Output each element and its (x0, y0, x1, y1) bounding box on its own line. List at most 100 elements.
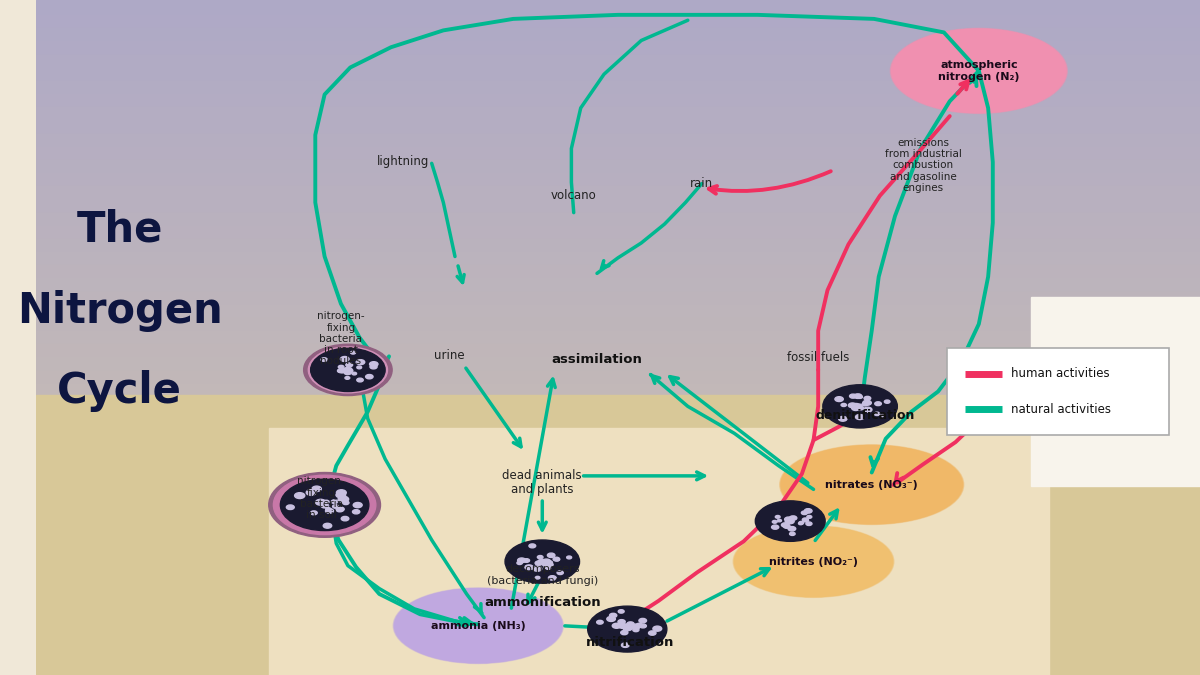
Circle shape (337, 369, 342, 373)
Circle shape (554, 558, 559, 561)
Circle shape (790, 516, 797, 520)
Ellipse shape (942, 31, 1016, 65)
Polygon shape (36, 0, 1200, 14)
Circle shape (336, 508, 343, 512)
Circle shape (620, 630, 628, 634)
Circle shape (274, 475, 376, 535)
Circle shape (788, 526, 796, 531)
Circle shape (863, 400, 871, 405)
Ellipse shape (395, 589, 562, 663)
Ellipse shape (746, 533, 826, 562)
Circle shape (323, 523, 331, 529)
Circle shape (281, 479, 368, 531)
Circle shape (295, 493, 305, 499)
Circle shape (354, 370, 360, 374)
Circle shape (755, 501, 826, 541)
Circle shape (803, 518, 809, 522)
Ellipse shape (802, 533, 881, 562)
Circle shape (356, 495, 365, 500)
Ellipse shape (734, 526, 893, 597)
Polygon shape (36, 369, 1200, 382)
Circle shape (610, 614, 617, 618)
Text: natural activities: natural activities (1012, 403, 1111, 416)
Circle shape (806, 522, 812, 525)
Circle shape (546, 566, 551, 570)
Circle shape (314, 491, 323, 495)
Circle shape (790, 532, 796, 535)
Circle shape (553, 558, 559, 561)
Polygon shape (36, 197, 1200, 211)
Circle shape (336, 373, 343, 377)
Circle shape (340, 493, 348, 497)
Ellipse shape (443, 591, 514, 620)
Circle shape (338, 485, 347, 489)
Circle shape (325, 493, 334, 498)
Text: rain: rain (690, 177, 713, 190)
Circle shape (535, 561, 542, 565)
Circle shape (548, 576, 556, 580)
Circle shape (802, 511, 808, 514)
Ellipse shape (781, 446, 962, 524)
Circle shape (626, 622, 634, 626)
Circle shape (356, 378, 364, 382)
Text: Nitrogen: Nitrogen (17, 290, 223, 331)
Polygon shape (36, 277, 1200, 290)
Polygon shape (36, 184, 1200, 197)
Circle shape (852, 406, 860, 410)
Circle shape (881, 414, 886, 417)
Text: nitrates (NO₃⁻): nitrates (NO₃⁻) (826, 480, 918, 489)
Text: ammonification: ammonification (484, 595, 601, 609)
Circle shape (542, 562, 551, 566)
Circle shape (324, 500, 329, 504)
Circle shape (352, 372, 356, 375)
Text: atmospheric
nitrogen (N₂): atmospheric nitrogen (N₂) (938, 60, 1020, 82)
Circle shape (370, 362, 378, 367)
Circle shape (348, 369, 353, 372)
Circle shape (346, 369, 352, 373)
Circle shape (344, 371, 350, 375)
Text: Cycle: Cycle (58, 371, 182, 412)
Circle shape (804, 509, 812, 513)
Circle shape (344, 377, 349, 379)
Circle shape (557, 571, 563, 574)
Circle shape (778, 519, 781, 522)
Text: nitrites (NO₂⁻): nitrites (NO₂⁻) (769, 557, 858, 566)
Circle shape (623, 624, 631, 630)
Circle shape (316, 504, 323, 509)
Circle shape (322, 503, 329, 508)
Circle shape (839, 416, 847, 421)
Circle shape (546, 561, 552, 564)
Circle shape (316, 504, 324, 509)
Circle shape (623, 626, 631, 631)
Circle shape (324, 520, 332, 524)
Circle shape (359, 355, 365, 359)
Circle shape (841, 404, 846, 406)
Circle shape (775, 516, 780, 518)
Circle shape (320, 504, 329, 508)
Circle shape (322, 358, 328, 361)
Circle shape (320, 500, 329, 505)
Circle shape (588, 606, 667, 652)
Ellipse shape (466, 595, 550, 626)
Circle shape (785, 520, 791, 523)
Text: fertilizer: fertilizer (998, 378, 1048, 392)
Circle shape (338, 365, 344, 369)
Circle shape (349, 370, 356, 373)
Circle shape (596, 620, 604, 624)
Circle shape (325, 508, 331, 511)
Circle shape (533, 566, 541, 571)
Text: ammonia (NH₃): ammonia (NH₃) (431, 621, 526, 630)
Circle shape (332, 505, 338, 508)
Text: nitrification: nitrification (586, 636, 673, 649)
Circle shape (638, 618, 647, 623)
Circle shape (852, 405, 859, 409)
Circle shape (304, 344, 392, 396)
Circle shape (338, 374, 344, 377)
Circle shape (529, 544, 535, 548)
Circle shape (293, 516, 301, 520)
Circle shape (618, 620, 625, 624)
Circle shape (313, 505, 322, 510)
Circle shape (823, 385, 898, 428)
Circle shape (858, 396, 863, 398)
Ellipse shape (733, 526, 894, 597)
